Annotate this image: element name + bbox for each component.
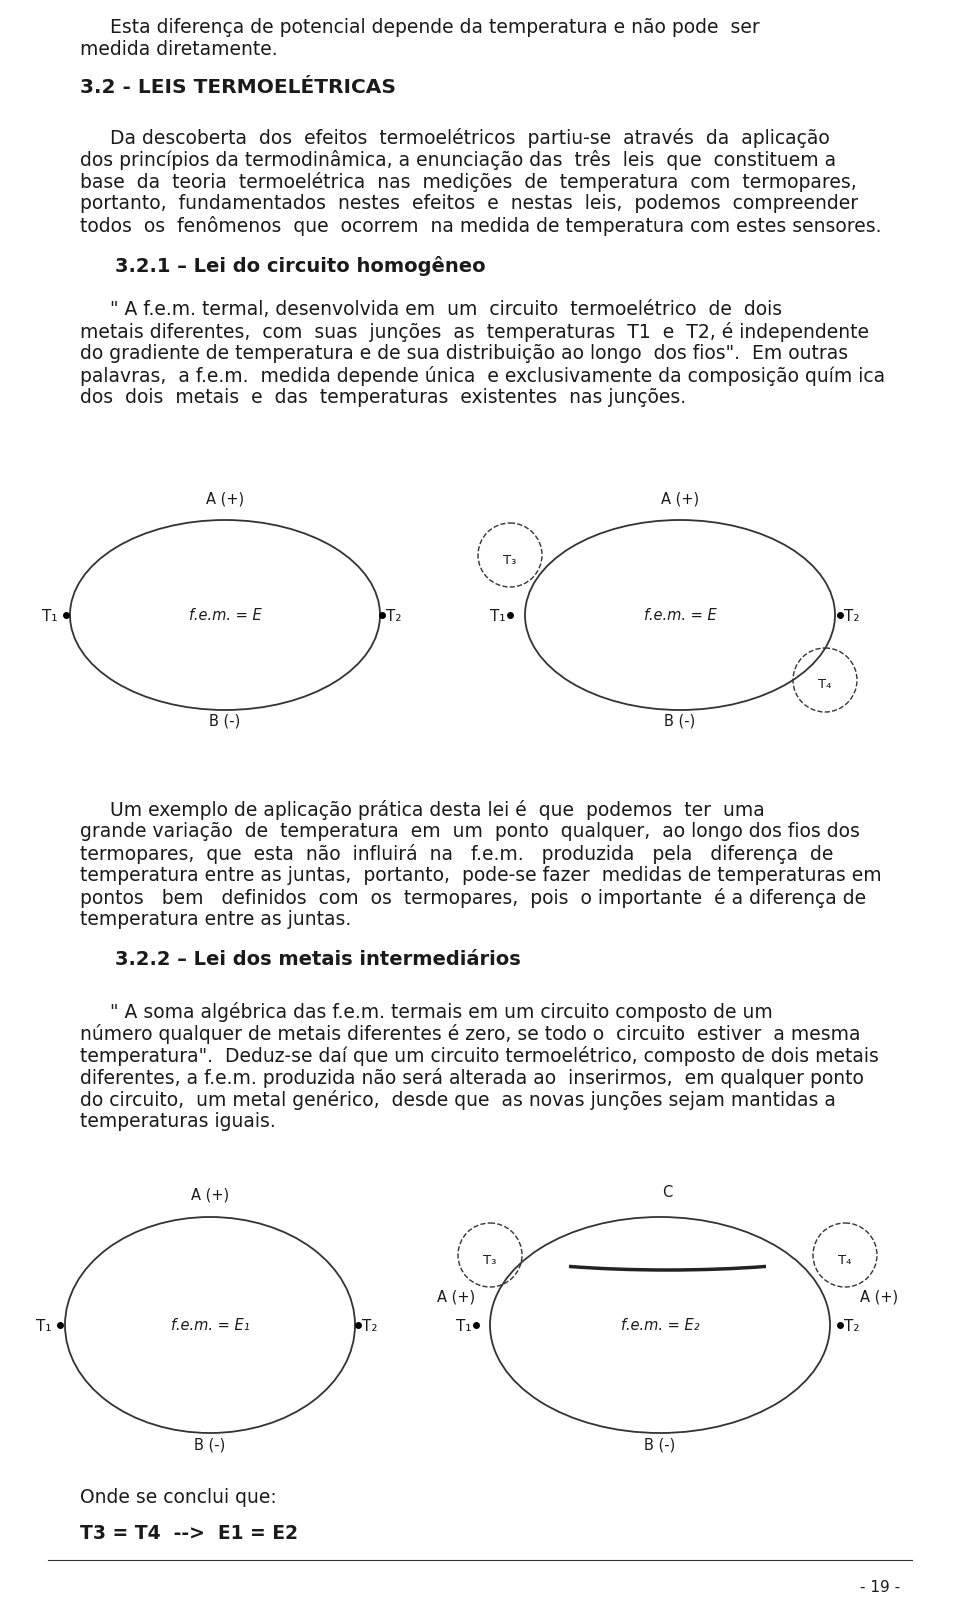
Text: Da descoberta  dos  efeitos  termoelétricos  partiu-se  através  da  aplicação: Da descoberta dos efeitos termoelétricos… — [110, 128, 829, 148]
Text: grande variação  de  temperatura  em  um  ponto  qualquer,  ao longo dos fios do: grande variação de temperatura em um pon… — [80, 822, 860, 841]
Text: 3.2 - LEIS TERMOELÉTRICAS: 3.2 - LEIS TERMOELÉTRICAS — [80, 77, 396, 97]
Text: base  da  teoria  termoelétrica  nas  medições  de  temperatura  com  termopares: base da teoria termoelétrica nas mediçõe… — [80, 173, 856, 192]
Text: portanto,  fundamentados  nestes  efeitos  e  nestas  leis,  podemos  compreende: portanto, fundamentados nestes efeitos e… — [80, 194, 858, 213]
Text: número qualquer de metais diferentes é zero, se todo o  circuito  estiver  a mes: número qualquer de metais diferentes é z… — [80, 1023, 860, 1044]
Text: medida diretamente.: medida diretamente. — [80, 40, 277, 60]
Text: temperatura".  Deduz-se daí que um circuito termoelétrico, composto de dois meta: temperatura". Deduz-se daí que um circui… — [80, 1046, 878, 1065]
Text: termopares,  que  esta  não  influirá  na   f.e.m.   produzida   pela   diferenç: termopares, que esta não influirá na f.e… — [80, 844, 833, 863]
Text: pontos   bem   definidos  com  os  termopares,  pois  o importante  é a diferenç: pontos bem definidos com os termopares, … — [80, 888, 866, 909]
Text: f.e.m. = E: f.e.m. = E — [188, 607, 261, 623]
Text: T₂: T₂ — [386, 608, 401, 625]
Text: B (-): B (-) — [194, 1436, 226, 1453]
Text: A (+): A (+) — [660, 491, 699, 507]
Text: B (-): B (-) — [644, 1436, 676, 1453]
Text: T₃: T₃ — [503, 554, 516, 567]
Text: 3.2.1 – Lei do circuito homogêneo: 3.2.1 – Lei do circuito homogêneo — [115, 257, 486, 276]
Text: B (-): B (-) — [664, 713, 696, 730]
Text: T₁: T₁ — [457, 1319, 472, 1335]
Text: todos  os  fenômenos  que  ocorrem  na medida de temperatura com estes sensores.: todos os fenômenos que ocorrem na medida… — [80, 216, 881, 236]
Text: A (+): A (+) — [191, 1188, 229, 1202]
Text: C: C — [662, 1185, 673, 1199]
Text: do circuito,  um metal genérico,  desde que  as novas junções sejam mantidas a: do circuito, um metal genérico, desde qu… — [80, 1089, 836, 1110]
Text: temperatura entre as juntas.: temperatura entre as juntas. — [80, 910, 351, 930]
Text: do gradiente de temperatura e de sua distribuição ao longo  dos fios".  Em outra: do gradiente de temperatura e de sua dis… — [80, 344, 848, 363]
Text: B (-): B (-) — [209, 713, 241, 730]
Text: f.e.m. = E₁: f.e.m. = E₁ — [171, 1317, 250, 1333]
Text: f.e.m. = E₂: f.e.m. = E₂ — [621, 1317, 699, 1333]
Text: temperaturas iguais.: temperaturas iguais. — [80, 1112, 276, 1131]
Text: A (+): A (+) — [206, 491, 244, 507]
Text: Esta diferença de potencial depende da temperatura e não pode  ser: Esta diferença de potencial depende da t… — [110, 18, 759, 37]
Text: " A soma algébrica das f.e.m. termais em um circuito composto de um: " A soma algébrica das f.e.m. termais em… — [110, 1002, 773, 1022]
Text: A (+): A (+) — [860, 1290, 899, 1304]
Text: " A f.e.m. termal, desenvolvida em  um  circuito  termoelétrico  de  dois: " A f.e.m. termal, desenvolvida em um ci… — [110, 300, 782, 320]
Text: dos princípios da termodinâmica, a enunciação das  três  leis  que  constituem a: dos princípios da termodinâmica, a enunc… — [80, 150, 836, 169]
Text: T₂: T₂ — [844, 1319, 859, 1335]
Text: diferentes, a f.e.m. produzida não será alterada ao  inserirmos,  em qualquer po: diferentes, a f.e.m. produzida não será … — [80, 1068, 864, 1088]
Text: Um exemplo de aplicação prática desta lei é  que  podemos  ter  uma: Um exemplo de aplicação prática desta le… — [110, 801, 765, 820]
Text: temperatura entre as juntas,  portanto,  pode-se fazer  medidas de temperaturas : temperatura entre as juntas, portanto, p… — [80, 867, 881, 884]
Text: palavras,  a f.e.m.  medida depende única  e exclusivamente da composição quím i: palavras, a f.e.m. medida depende única … — [80, 366, 885, 386]
Text: T₁: T₁ — [36, 1319, 52, 1335]
Text: - 19 -: - 19 - — [860, 1580, 900, 1595]
Text: A (+): A (+) — [437, 1290, 475, 1304]
Text: T3 = T4  -->  E1 = E2: T3 = T4 --> E1 = E2 — [80, 1524, 298, 1543]
Text: T₁: T₁ — [42, 608, 58, 625]
Text: metais diferentes,  com  suas  junções  as  temperaturas  T1  e  T2, é independe: metais diferentes, com suas junções as t… — [80, 323, 869, 342]
Text: T₂: T₂ — [844, 608, 859, 625]
Text: f.e.m. = E: f.e.m. = E — [643, 607, 716, 623]
Text: 3.2.2 – Lei dos metais intermediários: 3.2.2 – Lei dos metais intermediários — [115, 951, 520, 968]
Text: T₄: T₄ — [838, 1254, 852, 1267]
Text: dos  dois  metais  e  das  temperaturas  existentes  nas junções.: dos dois metais e das temperaturas exist… — [80, 387, 686, 407]
Text: T₂: T₂ — [362, 1319, 377, 1335]
Text: T₃: T₃ — [483, 1254, 496, 1267]
Text: T₁: T₁ — [491, 608, 506, 625]
Text: Onde se conclui que:: Onde se conclui que: — [80, 1488, 276, 1507]
Text: T₄: T₄ — [818, 678, 831, 691]
